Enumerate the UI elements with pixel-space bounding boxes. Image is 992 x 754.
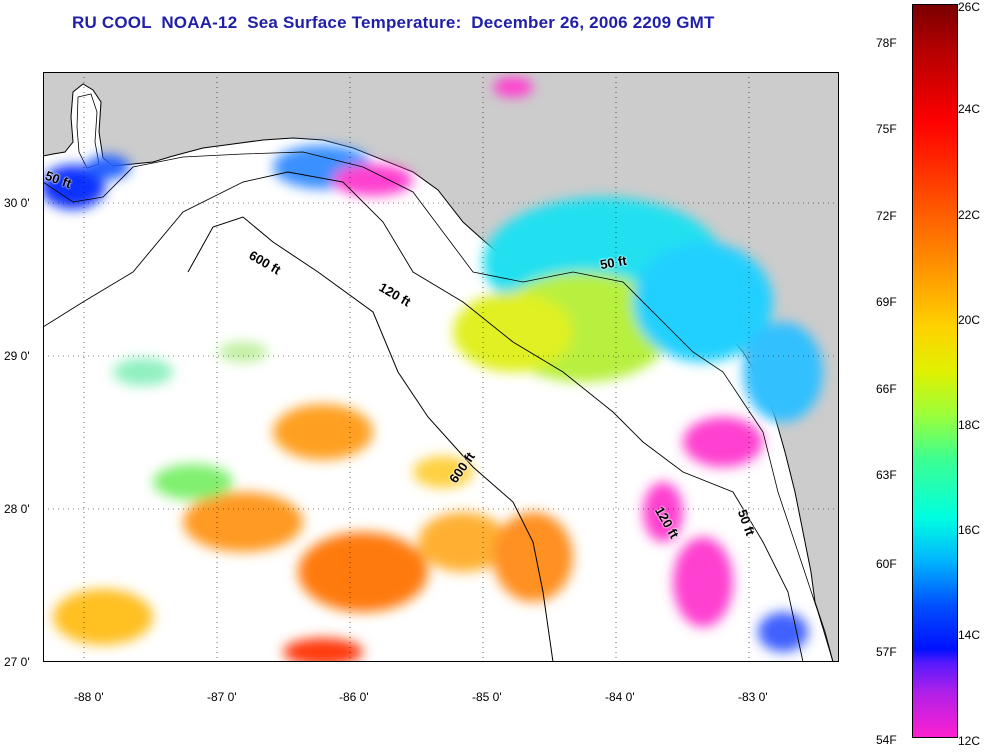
colorbar-label-69f: 69F (876, 295, 897, 309)
colorbar-label-66f: 66F (876, 382, 897, 396)
colorbar-label-26c: 26C (958, 0, 981, 14)
colorbar-label-63f: 63F (876, 468, 897, 482)
lon-label-84: -84 0' (605, 690, 635, 704)
sst-patches (43, 77, 823, 662)
colorbar-label-20c: 20C (958, 313, 981, 327)
lon-label-85: -85 0' (472, 690, 502, 704)
lat-label-29: 29 0' (4, 349, 30, 363)
colorbar-label-72f: 72F (876, 209, 897, 223)
contour-120ft (43, 171, 804, 662)
lat-label-30: 30 0' (4, 196, 30, 210)
lat-label-27: 27 0' (4, 655, 30, 669)
lon-label-87: -87 0' (207, 690, 237, 704)
contour-600ft (187, 216, 554, 662)
colorbar-label-60f: 60F (876, 557, 897, 571)
graticule (43, 72, 839, 662)
map-canvas (43, 72, 839, 662)
lat-label-28: 28 0' (4, 502, 30, 516)
lon-label-88: -88 0' (74, 690, 104, 704)
map-title: RU COOL NOAA-12 Sea Surface Temperature:… (72, 13, 715, 32)
colorbar-label-57f: 57F (876, 645, 897, 659)
colorbar-label-75f: 75F (876, 122, 897, 136)
colorbar-label-14c: 14C (958, 628, 981, 642)
lon-label-86: -86 0' (339, 690, 369, 704)
colorbar-label-18c: 18C (958, 418, 981, 432)
colorbar-label-54f: 54F (876, 733, 897, 747)
lon-label-83: -83 0' (738, 690, 768, 704)
contour-50ft (43, 151, 834, 662)
colorbar-label-12c: 12C (958, 734, 981, 748)
temperature-colorbar (912, 4, 958, 738)
colorbar-label-78f: 78F (876, 36, 897, 50)
map-frame (43, 72, 839, 662)
colorbar-label-24c: 24C (958, 102, 981, 116)
sst-map (43, 72, 839, 662)
colorbar-label-22c: 22C (958, 208, 981, 222)
colorbar-label-16c: 16C (958, 523, 981, 537)
